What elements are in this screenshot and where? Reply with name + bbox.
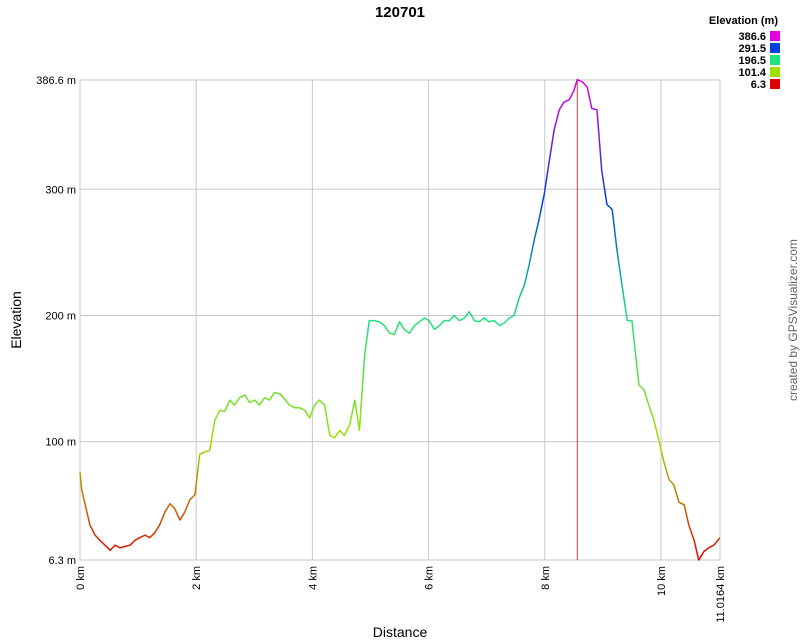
legend-swatch [770, 79, 780, 89]
legend-swatch [770, 55, 780, 65]
x-tick-label: 0 km [75, 566, 87, 590]
legend-title: Elevation (m) [709, 15, 778, 27]
y-tick-label: 300 m [45, 184, 76, 196]
x-tick-label: 6 km [424, 566, 436, 590]
chart-title: 120701 [375, 4, 425, 21]
legend-value: 101.4 [738, 67, 766, 79]
legend-value: 6.3 [751, 79, 766, 91]
legend-swatch [770, 31, 780, 41]
legend-value: 196.5 [738, 55, 766, 67]
legend-swatch [770, 67, 780, 77]
legend-value: 291.5 [738, 43, 766, 55]
x-tick-label: 8 km [540, 566, 552, 590]
y-axis-label: Elevation [8, 291, 24, 349]
x-tick-label: 11.0164 km [715, 566, 727, 623]
y-tick-label: 6.3 m [48, 555, 76, 567]
x-axis-label: Distance [373, 624, 428, 640]
x-tick-label: 10 km [656, 566, 668, 596]
legend-swatch [770, 43, 780, 53]
credit: created by GPSVisualizer.com [786, 239, 800, 401]
x-tick-label: 2 km [191, 566, 203, 590]
y-tick-label: 200 m [45, 311, 76, 323]
y-tick-label: 100 m [45, 437, 76, 449]
legend-value: 386.6 [738, 31, 766, 43]
elevation-line [79, 78, 721, 561]
y-tick-label: 386.6 m [36, 75, 76, 87]
x-tick-label: 4 km [307, 566, 319, 590]
